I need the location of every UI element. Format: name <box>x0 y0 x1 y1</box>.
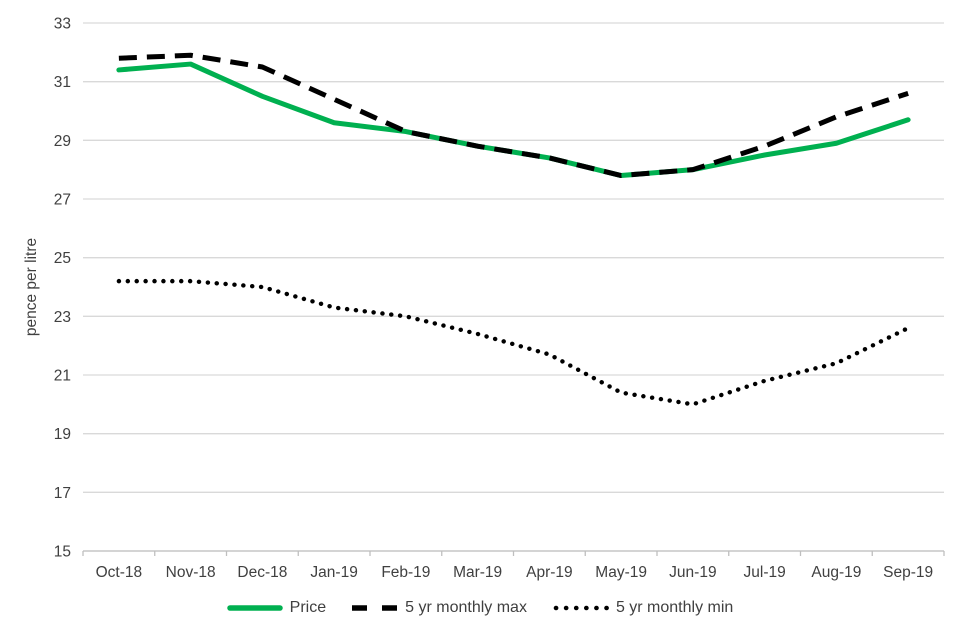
x-tick-label: Nov-18 <box>166 564 216 581</box>
y-tick-label: 23 <box>54 309 71 326</box>
y-tick-label: 33 <box>54 16 71 33</box>
y-tick-label: 19 <box>54 426 71 443</box>
legend-item-min: 5 yr monthly min <box>553 599 733 617</box>
y-tick-label: 25 <box>54 250 71 267</box>
series-line-5-yr-monthly-max <box>118 52 909 179</box>
legend-label-min: 5 yr monthly min <box>615 599 734 616</box>
price-line-swatch <box>226 605 283 611</box>
y-tick-label: 15 <box>54 544 71 561</box>
legend-label-max: 5 yr monthly max <box>405 599 527 616</box>
x-tick-label: Feb-19 <box>381 564 430 581</box>
x-tick-label: Jul-19 <box>744 564 786 581</box>
y-tick-label: 17 <box>54 485 71 502</box>
y-tick-label: 31 <box>54 74 71 91</box>
x-tick-label: Dec-18 <box>237 564 287 581</box>
x-tick-label: Oct-18 <box>96 564 143 581</box>
x-tick-label: Aug-19 <box>811 564 861 581</box>
min-line-swatch <box>553 605 609 611</box>
x-tick-label: Jun-19 <box>669 564 716 581</box>
legend-label-price: Price <box>289 599 327 616</box>
legend-item-price: Price <box>226 599 327 617</box>
series-line-5-yr-monthly-min <box>116 278 911 407</box>
x-tick-label: May-19 <box>595 564 647 581</box>
y-tick-label: 27 <box>54 192 71 209</box>
x-tick-label: Mar-19 <box>453 564 502 581</box>
y-tick-label: 21 <box>54 368 71 385</box>
y-axis-title: pence per litre <box>23 238 40 336</box>
legend-item-max: 5 yr monthly max <box>352 599 527 617</box>
y-tick-label: 29 <box>54 133 71 150</box>
x-tick-label: Jan-19 <box>310 564 357 581</box>
max-line-swatch <box>352 605 399 611</box>
x-tick-label: Sep-19 <box>883 564 933 581</box>
chart-legend: Price 5 yr monthly max 5 yr monthly min <box>0 599 960 617</box>
x-tick-label: Apr-19 <box>526 564 573 581</box>
series-line-price <box>116 61 911 179</box>
